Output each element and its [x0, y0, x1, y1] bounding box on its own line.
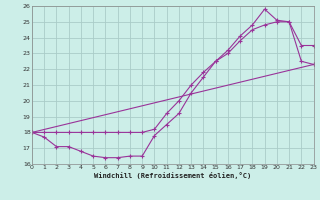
X-axis label: Windchill (Refroidissement éolien,°C): Windchill (Refroidissement éolien,°C) [94, 172, 252, 179]
